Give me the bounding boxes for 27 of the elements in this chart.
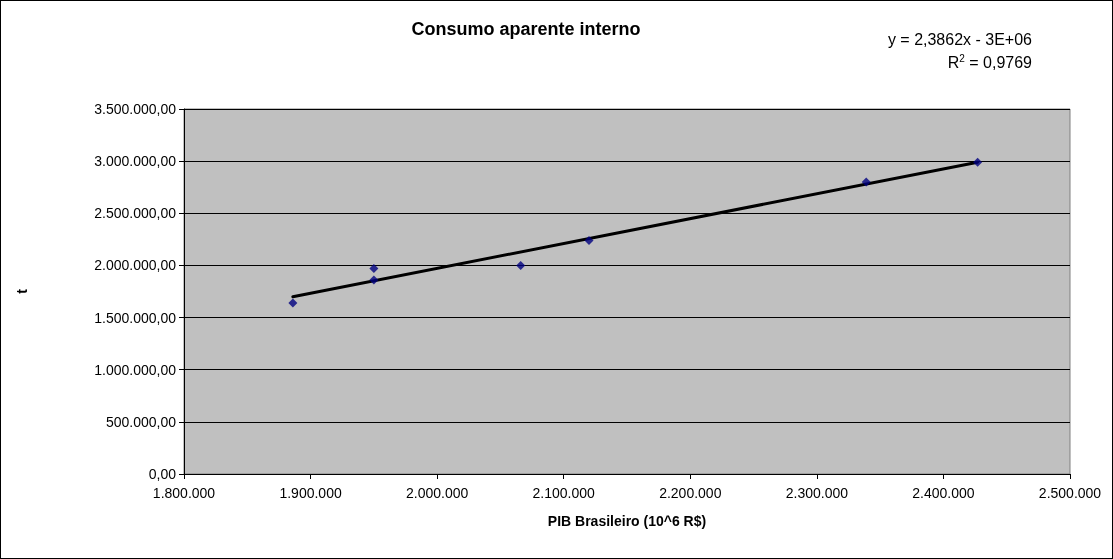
point xyxy=(288,298,298,308)
y-axis-title: t xyxy=(14,288,30,294)
point xyxy=(369,264,379,274)
point xyxy=(584,235,594,245)
y-tick-label: 3.500.000,00 xyxy=(94,101,177,117)
x-tick-label: 1.800.000 xyxy=(152,485,216,501)
point xyxy=(973,157,983,167)
point xyxy=(861,177,871,187)
y-tick-label: 2.500.000,00 xyxy=(94,205,177,222)
point xyxy=(369,275,379,285)
y-tick-label: 1.000.000,00 xyxy=(94,361,177,378)
x-tick-label: 1.900.000 xyxy=(279,485,342,501)
y-tick-label: 500.000,00 xyxy=(105,413,177,430)
x-tick-label: 2.300.000 xyxy=(785,485,849,501)
y-tick-label: 1.500.000,00 xyxy=(94,309,177,326)
point xyxy=(516,260,526,270)
x-tick-label: 2.000.000 xyxy=(405,485,469,501)
x-axis-title: PIB Brasileiro (10^6 R$) xyxy=(547,513,707,529)
x-tick-label: 2.100.000 xyxy=(532,485,596,501)
x-tick-label: 2.400.000 xyxy=(912,485,975,501)
y-tick-label: 3.000.000,00 xyxy=(94,153,177,170)
chart-title: Consumo aparente interno xyxy=(411,19,641,39)
x-tick-label: 2.200.000 xyxy=(659,485,722,501)
x-tick-label: 2.500.000 xyxy=(1038,485,1102,501)
y-tick-label: 0,00 xyxy=(148,466,177,482)
y-tick-label: 2.000.000,00 xyxy=(94,257,177,274)
text: y = 2,3862x - 3E+06 xyxy=(887,30,1033,48)
